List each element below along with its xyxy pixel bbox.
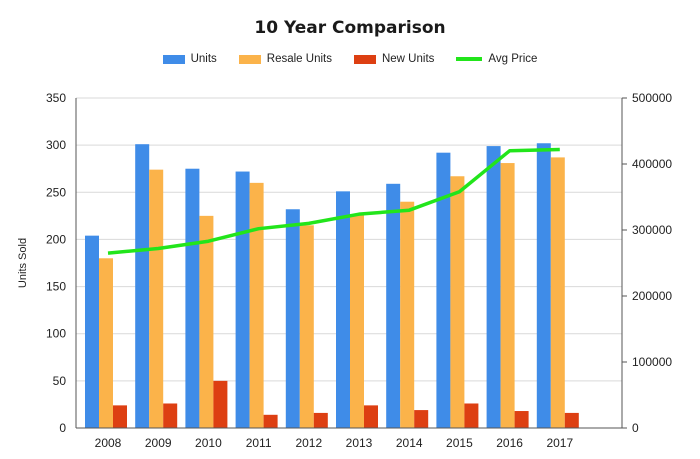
bar-units-2016[interactable] — [486, 146, 501, 429]
bar-new-units-2009[interactable] — [163, 403, 178, 428]
y2-tick-label: 200000 — [632, 289, 672, 303]
y-tick-label: 200 — [46, 232, 66, 246]
bar-units-2015[interactable] — [436, 152, 451, 428]
bar-new-units-2008[interactable] — [113, 405, 127, 428]
bar-units-2017[interactable] — [536, 143, 551, 428]
y-tick-label: 350 — [46, 91, 66, 105]
bar-resale-units-2009[interactable] — [149, 169, 164, 428]
legend-item-units[interactable]: Units — [162, 53, 217, 65]
bar-new-units-2016[interactable] — [514, 411, 529, 428]
legend: Units Resale Units New Units Avg Price — [0, 53, 700, 65]
y2-tick-label: 0 — [632, 421, 639, 435]
bar-resale-units-2012[interactable] — [299, 225, 314, 428]
legend-item-resale-units[interactable]: Resale Units — [238, 53, 332, 65]
bar-units-2013[interactable] — [336, 191, 350, 428]
bar-units-2008[interactable] — [85, 235, 99, 428]
bar-units-2014[interactable] — [386, 183, 401, 428]
bar-new-units-2012[interactable] — [313, 412, 328, 428]
x-tick-label: 2011 — [246, 436, 272, 450]
legend-item-new-units[interactable]: New Units — [353, 53, 435, 65]
bar-resale-units-2010[interactable] — [199, 215, 214, 428]
x-tick-label: 2017 — [546, 436, 573, 450]
bar-resale-units-2017[interactable] — [550, 157, 565, 428]
bar-layer — [85, 143, 579, 429]
bar-resale-units-2008[interactable] — [99, 258, 113, 428]
bar-new-units-2014[interactable] — [414, 410, 429, 428]
legend-label-units: Units — [190, 53, 217, 65]
line-avg-price[interactable] — [107, 147, 560, 255]
y2-tick-label: 400000 — [632, 157, 672, 171]
x-tick-label: 2014 — [396, 436, 423, 450]
legend-label-avg-price: Avg Price — [488, 53, 538, 65]
bar-resale-units-2016[interactable] — [500, 163, 515, 429]
y-tick-label: 150 — [46, 280, 66, 294]
legend-label-resale-units: Resale Units — [266, 53, 332, 65]
y-tick-label: 50 — [53, 374, 67, 388]
y-tick-label: 100 — [46, 327, 66, 341]
y-tick-label: 250 — [46, 185, 66, 199]
bar-resale-units-2014[interactable] — [400, 201, 415, 428]
x-tick-label: 2010 — [195, 436, 222, 450]
legend-swatch-avg-price — [456, 57, 483, 61]
line-layer — [107, 147, 560, 255]
y2-tick-label: 100000 — [632, 355, 672, 369]
bar-units-2009[interactable] — [135, 144, 150, 428]
legend-swatch-units — [162, 54, 185, 64]
bar-units-2012[interactable] — [285, 209, 300, 428]
y-tick-label: 300 — [46, 138, 66, 152]
y-tick-label: 0 — [59, 421, 66, 435]
bar-new-units-2015[interactable] — [464, 403, 479, 428]
x-tick-label: 2013 — [346, 436, 373, 450]
bar-resale-units-2013[interactable] — [350, 214, 364, 428]
legend-label-new-units: New Units — [381, 53, 435, 65]
bar-new-units-2011[interactable] — [263, 414, 278, 428]
bar-new-units-2017[interactable] — [564, 412, 579, 428]
legend-item-avg-price[interactable]: Avg Price — [456, 53, 537, 65]
y2-tick-label: 300000 — [632, 223, 672, 237]
chart-title: 10 Year Comparison — [254, 18, 446, 38]
bar-new-units-2013[interactable] — [364, 405, 378, 428]
legend-swatch-resale-units — [238, 54, 261, 64]
bar-resale-units-2015[interactable] — [450, 176, 465, 428]
x-tick-label: 2015 — [446, 436, 473, 450]
bar-new-units-2010[interactable] — [213, 380, 228, 428]
x-tick-label: 2008 — [95, 436, 122, 450]
y-axis-title: Units Sold — [17, 238, 29, 288]
y2-tick-label: 500000 — [632, 91, 672, 105]
x-tick-label: 2012 — [295, 436, 322, 450]
legend-swatch-new-units — [353, 54, 376, 64]
x-tick-label: 2009 — [145, 436, 172, 450]
x-tick-label: 2016 — [496, 436, 523, 450]
bar-units-2010[interactable] — [185, 168, 200, 428]
bar-resale-units-2011[interactable] — [249, 182, 264, 428]
axis-layer: 0 50 100 150 200 250 300 350 0 100000 200000 300000… — [46, 91, 672, 450]
bar-units-2011[interactable] — [235, 171, 250, 429]
